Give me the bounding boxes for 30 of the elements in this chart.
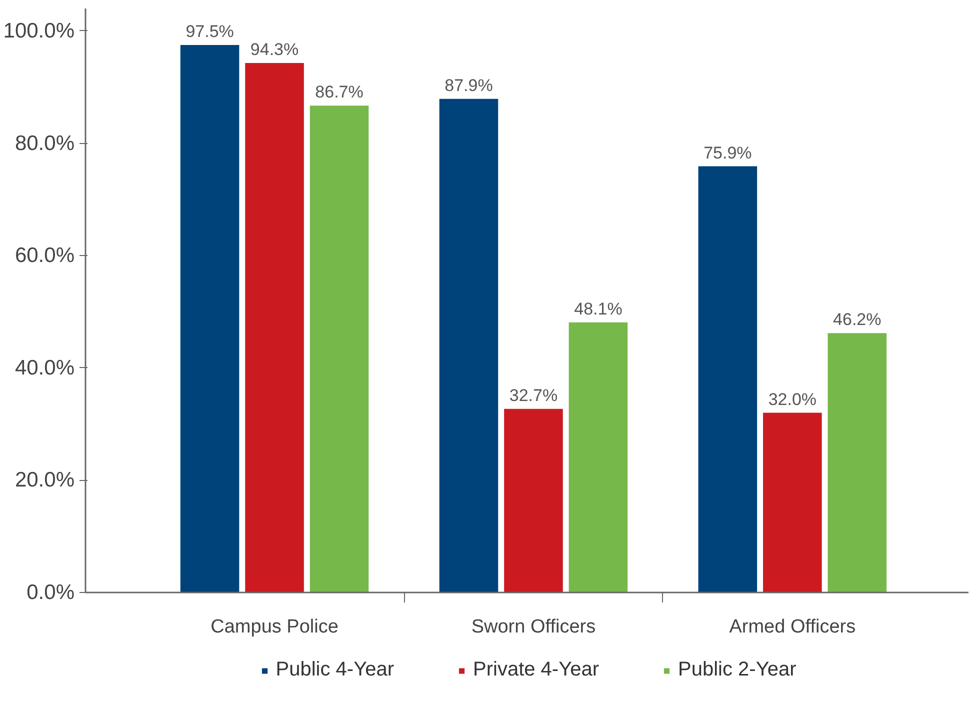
bar: [245, 62, 304, 592]
text: 87.9%: [444, 76, 493, 95]
bar: [180, 45, 240, 592]
x-tick-label: Sworn Officers: [471, 616, 596, 638]
bar: [439, 98, 498, 592]
legend-label: Private 4-Year: [473, 658, 599, 682]
bar: [504, 408, 563, 592]
text: 46.2%: [833, 310, 882, 330]
x-tick-label: Campus Police: [210, 616, 338, 638]
y-tick-label: 40.0%: [14, 356, 74, 380]
x-tick-label: Armed Officers: [729, 616, 856, 638]
y-tick-label: 0.0%: [26, 581, 75, 604]
text: 32.7%: [509, 386, 558, 405]
text: 75.9%: [704, 143, 752, 162]
text: 48.1%: [574, 299, 622, 318]
y-tick-label: 80.0%: [14, 132, 74, 155]
y-tick-label: 60.0%: [14, 244, 74, 268]
bar: [763, 412, 822, 592]
bar: [568, 322, 628, 592]
text: 86.7%: [315, 82, 364, 102]
legend-label: Public 2-Year: [678, 658, 796, 682]
bar: [828, 333, 887, 592]
text: 94.3%: [250, 40, 299, 59]
text: 32.0%: [768, 390, 817, 409]
y-tick-label: 20.0%: [14, 468, 74, 492]
bar: [698, 166, 758, 592]
text: 97.5%: [186, 22, 234, 41]
bar: [310, 106, 369, 592]
legend-label: Public 4-Year: [276, 658, 394, 682]
y-tick-label: 100.0%: [3, 19, 75, 42]
